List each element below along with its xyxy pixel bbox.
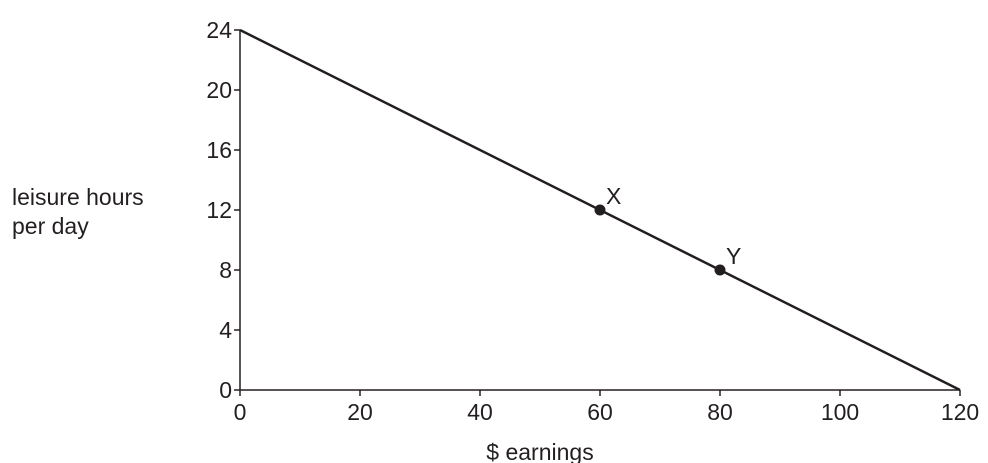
- x-tick-label: 120: [941, 399, 979, 425]
- x-tick-label: 40: [467, 399, 493, 425]
- point-y: [714, 264, 726, 276]
- y-axis-label-line-1: leisure hours: [12, 184, 144, 210]
- point-label-y: Y: [726, 243, 741, 269]
- y-axis-label: leisure hours per day: [12, 183, 144, 241]
- x-axis-label: $ earnings: [486, 439, 593, 463]
- points: XY: [594, 183, 741, 276]
- y-tick-label: 12: [206, 197, 232, 223]
- y-tick-label: 16: [206, 137, 232, 163]
- y-tick-label: 4: [219, 317, 232, 343]
- point-x: [594, 204, 606, 216]
- point-label-x: X: [606, 183, 621, 209]
- x-tick-label: 20: [347, 399, 373, 425]
- y-tick-label: 20: [206, 77, 232, 103]
- x-tick-label: 100: [821, 399, 859, 425]
- x-tick-label: 60: [587, 399, 613, 425]
- x-tick-label: 80: [707, 399, 733, 425]
- x-tick-label: 0: [234, 399, 247, 425]
- y-tick-label: 24: [206, 17, 232, 43]
- ticks: 0 4 8 12 16 20 24 0 20 40 60 80 100 120: [206, 17, 979, 425]
- y-axis-label-line-2: per day: [12, 213, 89, 239]
- y-tick-label: 0: [219, 377, 232, 403]
- y-tick-label: 8: [219, 257, 232, 283]
